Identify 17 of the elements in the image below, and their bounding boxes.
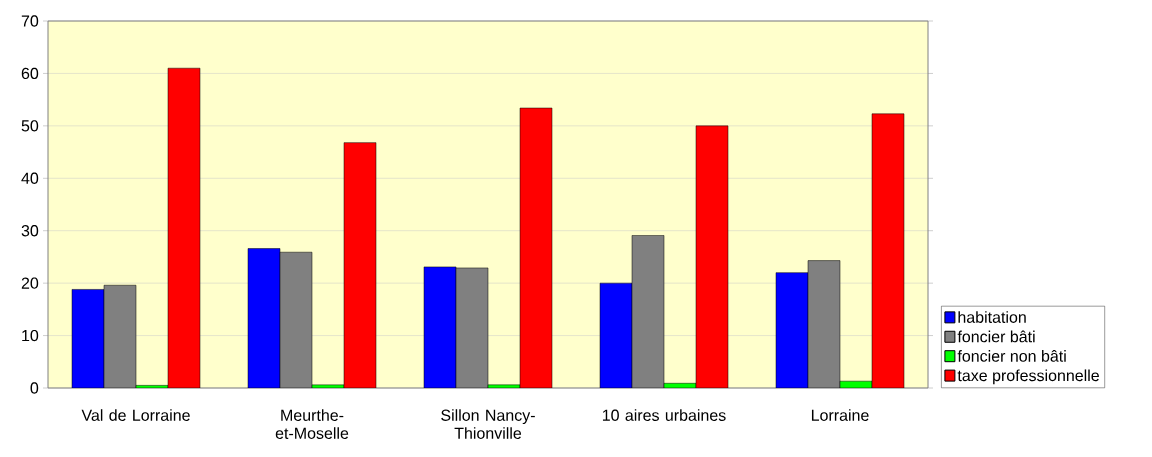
x-tick-label: Lorraine <box>811 409 869 421</box>
legend-label: habitation <box>958 311 1026 323</box>
legend-label: foncier bâti <box>957 330 1035 343</box>
y-tick-label: 10 <box>22 329 39 342</box>
x-tick-label: Val de Lorraine <box>81 409 190 421</box>
y-tick-label: 20 <box>21 277 39 289</box>
x-tick-label: Sillon Nancy-Thionville <box>441 409 535 439</box>
y-tick-label: 30 <box>21 225 39 237</box>
y-tick-label: 50 <box>21 120 39 132</box>
legend-label: foncier non bâti <box>957 349 1066 362</box>
x-tick-label: Meurthe-et-Moselle <box>275 409 349 439</box>
y-tick-label: 0 <box>30 382 39 394</box>
y-tick-label: 60 <box>21 67 39 80</box>
y-tick-label: 40 <box>21 172 39 184</box>
x-tick-label: 10 aires urbaines <box>602 409 726 421</box>
y-tick-label: 70 <box>21 15 39 27</box>
legend-label: taxe professionnelle <box>957 369 1099 385</box>
